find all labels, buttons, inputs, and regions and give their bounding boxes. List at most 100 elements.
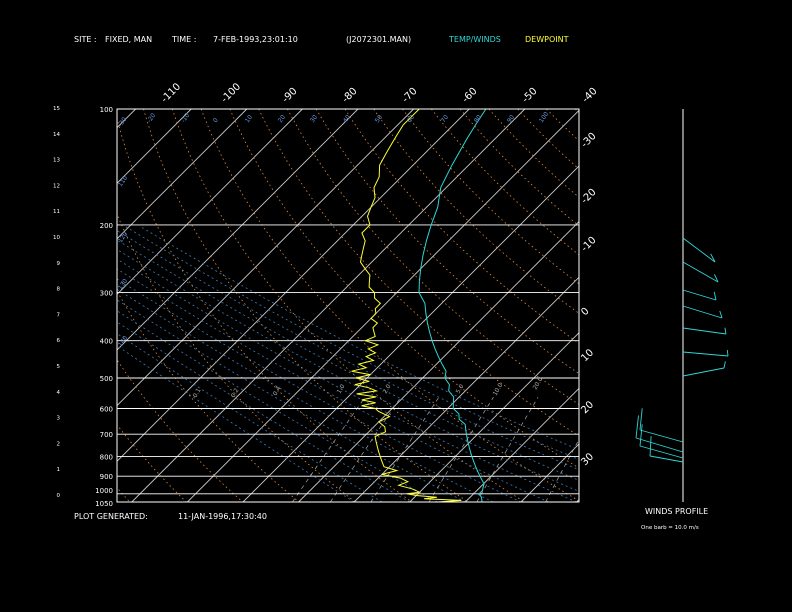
moist-adiabat-line	[117, 278, 522, 502]
temperature-line	[418, 109, 487, 502]
site-label: SITE :	[74, 35, 97, 44]
moist-adiabat-line	[117, 299, 466, 502]
height-tick-label: 10	[53, 235, 60, 241]
legend-temp: TEMP/WINDS	[448, 35, 501, 44]
pressure-tick-label: 600	[100, 406, 113, 414]
wind-barb	[682, 367, 725, 377]
dry-adiabat-line	[287, 109, 579, 405]
temperature-tick-label: -10	[579, 235, 598, 254]
background-lines	[0, 109, 792, 502]
height-tick-label: 12	[53, 183, 60, 189]
wind-barb-flag	[719, 310, 723, 319]
moist-adiabat-line	[117, 239, 579, 481]
isotherm-line	[117, 109, 470, 462]
isotherm-line	[242, 165, 579, 502]
isotherm-line	[743, 109, 792, 502]
pressure-tick-label: 300	[100, 290, 113, 298]
dry-adiabat-line	[200, 109, 579, 502]
temperature-tick-label: 30	[579, 451, 596, 468]
wind-barb-flag	[726, 350, 729, 357]
mixing-ratio-label: 0.1	[192, 387, 203, 399]
dry-adiabat-line	[604, 109, 792, 502]
isotherm-line	[117, 109, 303, 296]
isotherm-line	[0, 109, 80, 502]
wind-panel: WINDS PROFILE One barb = 10.0 m/s	[635, 109, 729, 531]
mixing-ratio-line	[292, 396, 366, 502]
time-label: TIME :	[171, 35, 196, 44]
moist-adiabat-label: 50	[374, 114, 384, 124]
height-tick-label: 0	[57, 493, 61, 499]
site-value: FIXED, MAN	[105, 35, 152, 44]
temperature-tick-label: -100	[219, 81, 243, 105]
mixing-ratio-label: 0.2	[230, 387, 241, 399]
pressure-tick-label: 700	[100, 431, 113, 439]
isotherm-line	[117, 109, 359, 351]
height-tick-label: 4	[57, 390, 61, 396]
dry-adiabat-line	[633, 109, 792, 502]
wind-panel-title: WINDS PROFILE	[645, 507, 708, 516]
moist-adiabat-label: -10	[180, 112, 191, 124]
moist-adiabat-label: 10	[244, 114, 254, 124]
moist-adiabat-label: 30	[309, 114, 319, 124]
mixing-ratio-label: 0.4	[272, 385, 283, 397]
height-tick-label: 9	[57, 261, 61, 267]
wind-barb	[649, 455, 684, 463]
mixing-ratio-label: 5.0	[455, 383, 466, 395]
mixing-ratio-line	[330, 397, 401, 502]
series-layer	[351, 109, 487, 502]
moist-adiabat-label: 70	[440, 114, 450, 124]
pressure-tick-label: 400	[100, 338, 113, 346]
dry-adiabat-line	[258, 109, 579, 437]
height-tick-label: 7	[57, 312, 61, 318]
moist-adiabat-line	[125, 226, 579, 460]
moist-adiabat-line	[117, 230, 579, 471]
moist-adiabat-line	[140, 226, 579, 451]
height-tick-label: 13	[53, 158, 60, 164]
height-tick-label: 2	[57, 441, 61, 447]
wind-barb-flag	[639, 424, 643, 447]
page-header: SITE : FIXED, MAN TIME : 7-FEB-1993,23:0…	[74, 35, 569, 44]
temperature-tick-label: -110	[159, 81, 183, 105]
time-value: 7-FEB-1993,23:01:10	[213, 35, 298, 44]
mixing-ratio-line	[545, 438, 579, 502]
wind-barb	[682, 351, 729, 357]
pressure-grid	[117, 224, 579, 495]
pressure-tick-label: 900	[100, 473, 113, 481]
isotherm-line	[465, 387, 579, 502]
isotherm-line	[409, 332, 579, 502]
isotherm-line	[117, 109, 192, 184]
height-tick-label: 3	[57, 416, 61, 422]
height-tick-label: 14	[53, 132, 60, 138]
wind-panel-note: One barb = 10.0 m/s	[641, 525, 699, 531]
dry-adiabat-line	[748, 109, 792, 502]
height-tick-label: 15	[53, 106, 60, 112]
temperature-tick-label: 10	[579, 347, 596, 364]
height-tick-label: 6	[57, 338, 61, 344]
isotherm-line	[0, 109, 24, 502]
temperature-tick-label: -20	[579, 187, 598, 206]
dry-adiabat-line	[171, 109, 525, 502]
moist-adiabat-label: -30	[117, 116, 128, 128]
dry-adiabat-line	[143, 109, 469, 502]
pressure-tick-label: 500	[100, 375, 113, 383]
wind-barb	[639, 429, 684, 443]
generated-label: PLOT GENERATED:	[74, 512, 148, 521]
moist-adiabat-line	[117, 268, 549, 502]
wind-barb-flag	[635, 415, 639, 439]
temperature-tick-label: 20	[579, 399, 596, 416]
isotherm-line	[117, 109, 136, 129]
moist-adiabat-line	[117, 321, 410, 502]
wind-barb-flag	[724, 327, 727, 335]
dry-adiabat-line	[459, 109, 579, 227]
isotherm-line	[688, 109, 792, 502]
temperature-tick-label: -60	[460, 86, 479, 105]
dry-adiabat-line	[690, 109, 792, 502]
isotherm-line	[117, 109, 414, 407]
wind-barb-flag	[713, 291, 717, 301]
dry-adiabat-line	[117, 290, 300, 502]
mixing-ratio-label: 10.0	[492, 382, 505, 397]
temperature-tick-label: -90	[280, 86, 299, 105]
wind-barb-flag	[713, 274, 719, 283]
dry-adiabat-line	[344, 109, 579, 344]
wind-barb-flag	[649, 436, 652, 457]
